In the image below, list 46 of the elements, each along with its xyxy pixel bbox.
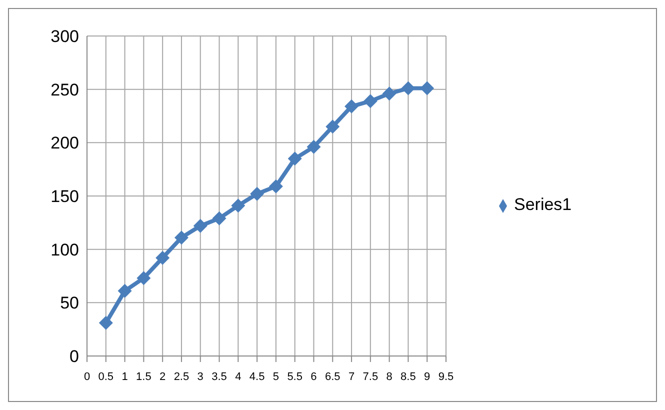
- legend-label: Series1: [514, 195, 572, 214]
- x-tick-label: 9: [424, 370, 430, 383]
- y-tick-label: 50: [60, 294, 79, 313]
- point: [401, 81, 416, 96]
- point: [193, 218, 208, 233]
- point: [268, 179, 283, 194]
- x-tick-label: 1: [122, 370, 128, 383]
- point: [156, 250, 170, 265]
- y-tick-label: 150: [50, 187, 79, 206]
- point: [136, 271, 151, 286]
- y-tick-label: 250: [50, 80, 79, 100]
- point: [288, 152, 302, 166]
- y-tick-label: 0: [70, 347, 79, 366]
- x-tick-label: 5: [272, 370, 280, 383]
- point: [231, 198, 246, 213]
- point: [326, 120, 340, 134]
- y-tick-label: 200: [50, 134, 79, 153]
- x-tick-label: 4.5: [249, 370, 265, 383]
- x-tick-label: 8: [386, 370, 392, 383]
- point: [420, 81, 434, 96]
- point: [118, 284, 132, 298]
- x-tick-label: 7: [348, 370, 355, 383]
- x-tick-label: 6.5: [324, 370, 340, 383]
- point: [382, 86, 396, 101]
- x-tick-label: 4: [235, 370, 242, 383]
- point: [363, 94, 378, 108]
- point: [174, 230, 188, 245]
- y-tick-label: 300: [50, 27, 79, 46]
- x-tick-label: 5.5: [287, 370, 302, 383]
- y-tick-label: 100: [50, 240, 79, 260]
- point: [98, 316, 113, 330]
- x-tick-label: 0.5: [98, 370, 114, 383]
- x-tick-label: 1.5: [136, 370, 152, 383]
- x-tick-label: 7.5: [362, 370, 378, 383]
- x-tick-label: 3.5: [212, 370, 227, 383]
- point: [250, 186, 264, 201]
- point: [344, 99, 359, 114]
- x-tick-label: 3: [197, 370, 204, 383]
- x-tick-label: 8.5: [400, 370, 416, 383]
- x-tick-label: 2: [160, 370, 166, 383]
- point: [306, 140, 321, 154]
- x-tick-label: 0: [84, 370, 90, 383]
- x-tick-label: 9.5: [438, 370, 454, 383]
- x-tick-label: 6: [310, 370, 317, 383]
- point: [212, 211, 226, 226]
- x-tick-label: 2.5: [174, 370, 190, 383]
